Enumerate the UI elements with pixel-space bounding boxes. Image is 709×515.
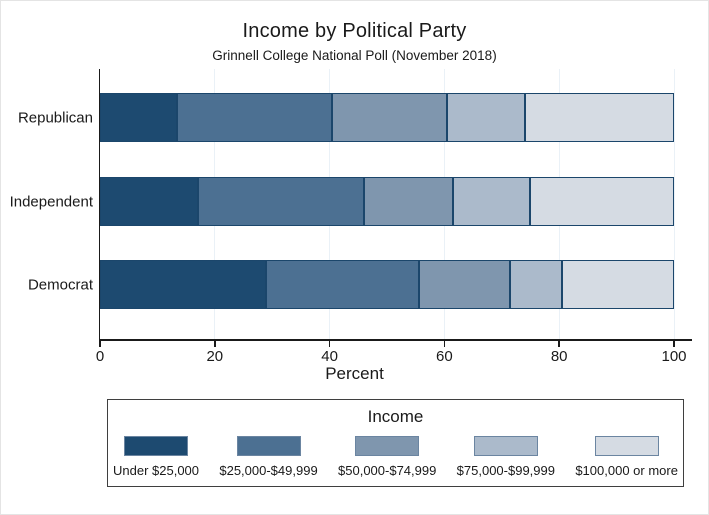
x-tick-label: 40 — [321, 348, 338, 365]
x-axis-label: Percent — [325, 364, 384, 383]
bar-segment — [100, 260, 267, 309]
bar-segment — [100, 177, 198, 226]
chart-subtitle: Grinnell College National Poll (November… — [212, 48, 497, 63]
legend-item: $25,000-$49,999 — [219, 436, 318, 478]
bar-segment — [364, 177, 453, 226]
legend-swatch — [124, 436, 188, 456]
category-label: Republican — [17, 109, 93, 126]
x-tick-label: 20 — [206, 348, 224, 365]
legend-row: Under $25,000 $25,000-$49,999 $50,000-$74,… — [108, 436, 683, 478]
bar-segment — [453, 177, 531, 226]
legend-item: $100,000 or more — [575, 436, 678, 478]
legend-label: $25,000-$49,999 — [219, 463, 318, 478]
legend-swatch — [473, 436, 538, 456]
bar-segment — [197, 177, 365, 226]
x-tick-label: 80 — [550, 348, 568, 365]
x-tick-label: 0 — [95, 348, 105, 365]
gridline — [673, 69, 675, 339]
bar-democrat — [100, 260, 674, 309]
bar-segment — [524, 93, 674, 142]
bar-segment — [418, 260, 511, 309]
plot-area — [100, 69, 675, 339]
x-tick — [673, 340, 675, 347]
bar-segment — [100, 93, 178, 142]
x-tick — [328, 340, 331, 347]
bar-republican — [100, 93, 674, 142]
bar-segment — [447, 93, 525, 142]
legend-swatch — [355, 436, 420, 456]
x-tick — [99, 340, 101, 347]
bar-segment — [530, 177, 674, 226]
legend-swatch — [594, 436, 659, 456]
legend-label: Under $25,000 — [113, 463, 200, 478]
legend-label: $100,000 or more — [575, 463, 678, 478]
legend-title: Income — [367, 407, 424, 426]
x-tick-label: 100 — [661, 348, 687, 365]
bar-segment — [177, 93, 333, 142]
bar-segment — [266, 260, 419, 309]
x-tick-label: 60 — [436, 348, 453, 365]
x-axis-line — [98, 339, 692, 341]
legend-box: Income Under $25,000 $25,000-$49,999 $50,0… — [107, 399, 684, 487]
x-tick — [558, 340, 560, 347]
legend-label: $50,000-$74,999 — [338, 463, 437, 478]
legend-label: $75,000-$99,999 — [456, 463, 555, 478]
category-label: Democrat — [27, 276, 93, 293]
legend-item: Under $25,000 — [113, 436, 199, 478]
legend-swatch — [236, 436, 301, 456]
legend-item: $75,000-$99,999 — [457, 436, 555, 478]
y-axis-line — [98, 69, 100, 340]
bar-segment — [510, 260, 563, 309]
bar-segment — [562, 260, 674, 309]
x-tick — [214, 340, 216, 347]
x-tick — [443, 340, 446, 347]
chart-title: Income by Political Party — [242, 20, 467, 42]
legend-item: $50,000-$74,999 — [338, 436, 436, 478]
bar-independent — [100, 177, 674, 226]
category-label: Independent — [9, 193, 93, 210]
bar-segment — [332, 93, 448, 142]
